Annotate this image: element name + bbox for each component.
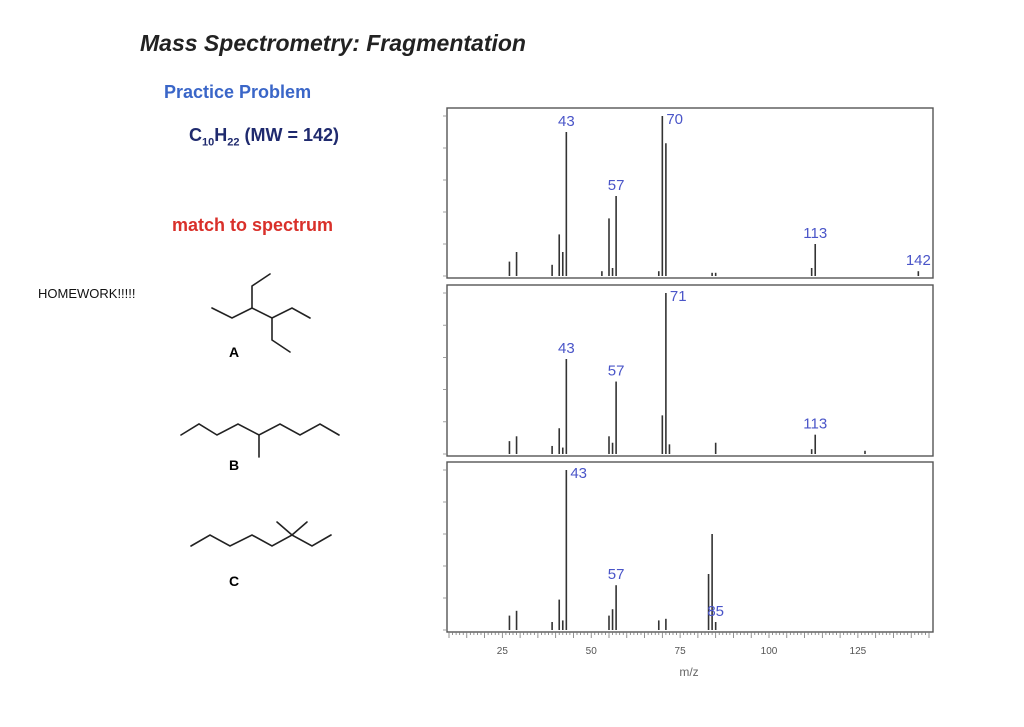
structure-c-methyl-2	[291, 521, 308, 536]
formula-h: H	[214, 125, 228, 145]
peak-label-2-113: 113	[803, 416, 827, 433]
peak-label-3-43: 43	[570, 465, 587, 482]
structure-a	[211, 307, 311, 319]
peak-label-3-57: 57	[608, 566, 625, 583]
peak-label-1-43: 43	[558, 113, 575, 130]
x-tick-label-100: 100	[761, 646, 778, 657]
structure-c-methyl-1	[276, 521, 293, 536]
peak-label-3-85: 85	[707, 603, 724, 620]
practice-heading: Practice Problem	[164, 82, 312, 102]
x-tick-label-25: 25	[497, 646, 509, 657]
peak-label-2-57: 57	[608, 363, 625, 380]
structure-label-a: A	[229, 344, 239, 360]
x-tick-label-50: 50	[586, 646, 598, 657]
peak-label-1-113: 113	[803, 225, 827, 242]
formula-h-sub: 22	[227, 136, 240, 149]
peak-label-2-43: 43	[558, 340, 575, 357]
homework-note: HOMEWORK!!!!!	[38, 286, 136, 301]
x-tick-label-125: 125	[850, 646, 867, 657]
structure-label-c: C	[229, 573, 239, 589]
structure-label-b: B	[229, 457, 239, 473]
formula-mw: (MW = 142)	[239, 125, 340, 145]
peak-label-1-70: 70	[666, 111, 683, 128]
formula-c-sub: 10	[202, 136, 215, 149]
structure-c	[190, 534, 332, 547]
spectrum-frame-1	[446, 107, 934, 279]
structures-figure: A B C	[180, 273, 340, 589]
slide-title: Mass Spectrometry: Fragmentation	[140, 30, 526, 56]
instruction-text: match to spectrum	[172, 215, 334, 235]
formula-c: C	[189, 125, 202, 145]
x-tick-label-75: 75	[675, 646, 687, 657]
spectrum-frame-2	[446, 284, 934, 457]
spectrum-frame-3	[446, 461, 934, 633]
peak-label-1-57: 57	[608, 177, 625, 194]
peak-label-1-142: 142	[906, 252, 931, 269]
structure-a-branch-2	[271, 317, 291, 353]
peak-label-2-71: 71	[670, 288, 687, 305]
x-axis-label: m/z	[679, 665, 698, 679]
structure-a-branch-1	[251, 273, 271, 309]
molecular-formula: C10H22 (MW = 142)	[189, 125, 339, 149]
